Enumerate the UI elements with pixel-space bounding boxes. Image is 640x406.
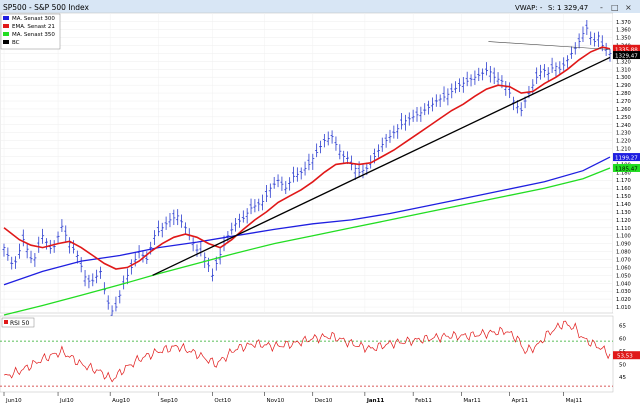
close-icon[interactable]: × — [625, 3, 632, 12]
rsi-label-box — [1, 317, 35, 328]
rsi-tick-label: 60 — [619, 337, 626, 343]
price-tick-label: 1.080 — [616, 250, 631, 256]
price-axis: 1.3701.3601.3501.3401.3301.3201.3101.300… — [616, 20, 631, 311]
rsi-badge-bg — [613, 351, 640, 360]
series-line-1 — [3, 46, 611, 270]
resistance-line — [488, 41, 611, 50]
x-tick-label: Feb11 — [415, 398, 432, 404]
price-tick-label: 1.130 — [616, 210, 631, 216]
price-panel-bg — [0, 12, 614, 314]
price-tick-label: 1.010 — [616, 305, 631, 311]
price-tick-label: 1.220 — [616, 139, 631, 145]
rsi-tick-label: 50 — [619, 362, 626, 368]
price-tick-label: 1.090 — [616, 242, 631, 248]
rsi-series-line — [3, 320, 611, 383]
price-badge-text: 1335,88 — [615, 47, 638, 53]
rsi-line: 53,53 — [3, 320, 640, 383]
x-tick-label: Jun10 — [5, 398, 22, 404]
price-tick-label: 1.280 — [616, 91, 631, 97]
price-tick-label: 1.030 — [616, 289, 631, 295]
x-tick-label: Jan11 — [366, 398, 385, 404]
series-line-0 — [3, 156, 611, 286]
price-tick-label: 1.250 — [616, 115, 631, 121]
price-badge-text: 1185,47 — [615, 166, 638, 172]
price-badge-bg — [613, 51, 640, 60]
x-tick-label: Oct10 — [214, 398, 231, 404]
price-tick-label: 1.140 — [616, 202, 631, 208]
price-badge-bg — [613, 153, 640, 162]
rsi-badge-text: 53,53 — [617, 354, 633, 360]
price-tick-label: 1.240 — [616, 123, 631, 129]
price-grid — [0, 13, 613, 313]
price-tick-label: 1.070 — [616, 257, 631, 263]
price-tick-label: 1.040 — [616, 281, 631, 287]
legend-label-ema21: EMA. Senast 21 — [12, 24, 55, 30]
rsi-panel-bg — [0, 315, 614, 393]
price-tick-label: 1.290 — [616, 83, 631, 89]
x-axis: Jun10 Jul10 Aug10 Sep10 Oct10 Nov10 Dec10 Jan11… — [3, 392, 583, 404]
rsi-tick-label: 45 — [619, 375, 626, 381]
price-tick-label: 1.180 — [616, 170, 631, 176]
price-tick-label: 1.270 — [616, 99, 631, 105]
legend-swatch-ema21 — [3, 24, 9, 28]
indicator-lines — [3, 41, 611, 316]
price-tick-label: 1.100 — [616, 234, 631, 240]
price-tick-label: 1.060 — [616, 265, 631, 271]
price-tick-label: 1.110 — [616, 226, 631, 232]
legend-swatch-ma300 — [3, 16, 9, 20]
price-tick-label: 1.230 — [616, 131, 631, 137]
legend-label-ma300: MA. Senast 300 — [12, 16, 55, 22]
minimize-icon[interactable]: - — [600, 3, 603, 12]
legend-label-ma350: MA. Senast 350 — [12, 32, 55, 38]
price-tick-label: 1.370 — [616, 20, 631, 26]
rsi-tick-label: 65 — [619, 324, 626, 330]
series-line-3 — [152, 56, 611, 276]
x-tick-label: Mar11 — [463, 398, 480, 404]
rsi-label: RSI 50 — [10, 320, 29, 327]
x-tick-label: Aug10 — [112, 398, 130, 404]
price-tick-label: 1.020 — [616, 297, 631, 303]
price-badge-text: 1329,47 — [615, 54, 638, 60]
legend-label-bc: BC — [12, 40, 20, 46]
candles — [2, 20, 612, 322]
price-tick-label: 1.160 — [616, 186, 631, 192]
vwap-label: VWAP: - — [515, 4, 543, 12]
series-line-2 — [3, 167, 611, 316]
s-value-label: S: 1 329,47 — [548, 4, 588, 12]
x-tick-label: Dec10 — [315, 398, 333, 404]
price-tick-label: 1.120 — [616, 218, 631, 224]
price-tick-label: 1.050 — [616, 273, 631, 279]
price-tick-label: 1.350 — [616, 36, 631, 42]
price-tick-label: 1.260 — [616, 107, 631, 113]
price-badge-text: 1199,27 — [615, 156, 638, 162]
price-tick-label: 1.150 — [616, 194, 631, 200]
maximize-icon[interactable]: □ — [611, 3, 619, 12]
x-tick-label: Apr11 — [512, 398, 529, 404]
x-tick-label: Jul10 — [59, 398, 74, 404]
title-bar — [0, 0, 640, 13]
legend-swatch-ma350 — [3, 32, 9, 36]
price-badge-bg — [613, 44, 640, 53]
price-tick-label: 1.170 — [616, 178, 631, 184]
price-badge-bg — [613, 163, 640, 172]
legend-swatch-bc — [3, 40, 9, 44]
x-tick-label: Sep10 — [160, 398, 178, 404]
price-tick-label: 1.210 — [616, 147, 631, 153]
x-tick-label: Maj11 — [566, 398, 583, 404]
legend: MA. Senast 300 EMA. Senast 21 MA. Senast… — [0, 13, 61, 50]
price-axis-strip — [613, 13, 640, 313]
x-tick-label: Nov10 — [267, 398, 285, 404]
chart-title: SP500 - S&P 500 Index — [3, 3, 89, 12]
rsi-label-swatch — [4, 320, 8, 324]
price-tick-label: 1.310 — [616, 67, 631, 73]
price-tick-label: 1.300 — [616, 75, 631, 81]
price-tick-label: 1.360 — [616, 28, 631, 34]
price-tick-label: 1.320 — [616, 59, 631, 65]
